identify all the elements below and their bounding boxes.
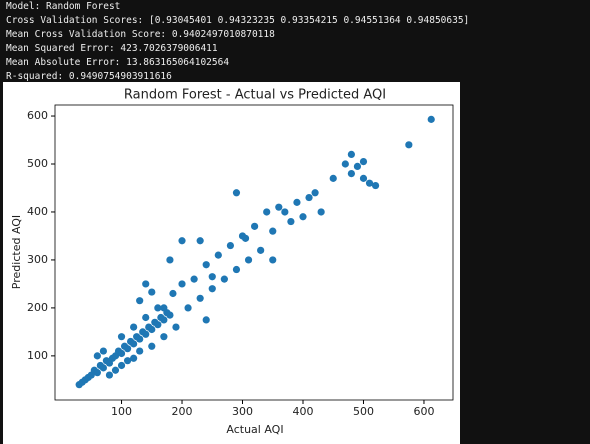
- point: [241, 234, 250, 242]
- chart: Random Forest - Actual vs Predicted AQI …: [3, 82, 460, 444]
- console-line: Mean Absolute Error: 13.863165064102564: [6, 57, 230, 68]
- point: [105, 371, 114, 379]
- point: [190, 275, 198, 283]
- point: [365, 179, 374, 187]
- point: [196, 237, 204, 245]
- point: [148, 288, 156, 296]
- axes-frame: [54, 104, 454, 401]
- point: [293, 198, 301, 206]
- point: [305, 193, 313, 202]
- point: [142, 330, 150, 338]
- point: [359, 174, 368, 182]
- point: [166, 311, 174, 319]
- point: [178, 280, 186, 288]
- point: [208, 273, 216, 281]
- point: [347, 150, 355, 159]
- y-axis-label: Predicted AQI: [10, 215, 23, 289]
- x-tick-label: 500: [353, 405, 374, 418]
- point: [130, 354, 138, 362]
- point: [269, 227, 277, 235]
- point: [269, 256, 277, 264]
- y-tick-label: 500: [27, 157, 48, 170]
- y-tick-label: 300: [27, 253, 48, 266]
- point: [202, 261, 210, 269]
- point: [93, 369, 101, 377]
- point: [154, 321, 162, 329]
- x-tick-label: 600: [413, 405, 434, 418]
- point: [117, 349, 126, 358]
- point: [220, 275, 228, 283]
- point: [202, 316, 210, 324]
- point: [93, 352, 101, 360]
- point: [427, 115, 435, 123]
- x-tick-label: 300: [232, 405, 253, 418]
- point: [299, 213, 307, 221]
- console-line: R-squared: 0.9490754903911616: [6, 71, 172, 82]
- point: [99, 364, 107, 372]
- point: [148, 325, 156, 334]
- y-tick-label: 400: [27, 205, 48, 218]
- point: [160, 316, 168, 324]
- point: [263, 208, 271, 216]
- point: [275, 203, 283, 211]
- point: [208, 285, 216, 293]
- x-tick-label: 100: [111, 405, 132, 418]
- point: [142, 280, 150, 288]
- point: [123, 345, 132, 353]
- point: [251, 222, 259, 230]
- console-line: Mean Squared Error: 423.7026379006411: [6, 43, 218, 54]
- point: [184, 304, 192, 312]
- point: [359, 158, 368, 166]
- point: [371, 181, 380, 190]
- console-line: Model: Random Forest: [6, 1, 121, 12]
- x-tick-label: 400: [292, 405, 313, 418]
- point: [154, 304, 162, 312]
- point: [136, 335, 144, 343]
- point: [257, 246, 265, 254]
- point: [172, 323, 180, 331]
- y-tick-label: 100: [27, 349, 48, 362]
- console-output: Model: Random Forest Cross Validation Sco…: [6, 0, 469, 84]
- point: [178, 237, 186, 245]
- point: [226, 241, 235, 250]
- chart-title: Random Forest - Actual vs Predicted AQI: [124, 88, 386, 103]
- console-line: Cross Validation Scores: [0.93045401 0.9…: [6, 15, 470, 26]
- point: [160, 333, 168, 341]
- point: [353, 162, 362, 170]
- y-tick-label: 600: [27, 109, 48, 122]
- point: [160, 304, 168, 312]
- point: [117, 361, 126, 370]
- console-line: Mean Cross Validation Score: 0.940249701…: [6, 29, 275, 40]
- point: [405, 141, 413, 149]
- point: [130, 340, 138, 348]
- point: [232, 265, 241, 274]
- point: [196, 294, 204, 302]
- point: [166, 256, 174, 264]
- point: [281, 208, 289, 216]
- point: [136, 347, 144, 355]
- point: [311, 189, 319, 197]
- point: [244, 256, 253, 264]
- point: [329, 174, 337, 182]
- point: [123, 357, 132, 365]
- point: [169, 289, 177, 298]
- point: [136, 297, 144, 305]
- point: [232, 189, 241, 197]
- point: [99, 347, 107, 355]
- point: [317, 208, 325, 216]
- x-axis-label: Actual AQI: [226, 423, 283, 436]
- x-tick-label: 200: [172, 405, 193, 418]
- point: [117, 333, 126, 341]
- point: [142, 313, 150, 322]
- point: [148, 342, 156, 350]
- point: [341, 160, 349, 168]
- figure-bg: [3, 82, 460, 444]
- y-tick-label: 200: [27, 301, 48, 314]
- point: [287, 217, 295, 226]
- point: [214, 251, 222, 259]
- point: [347, 169, 355, 178]
- point: [111, 366, 120, 374]
- point: [130, 323, 138, 331]
